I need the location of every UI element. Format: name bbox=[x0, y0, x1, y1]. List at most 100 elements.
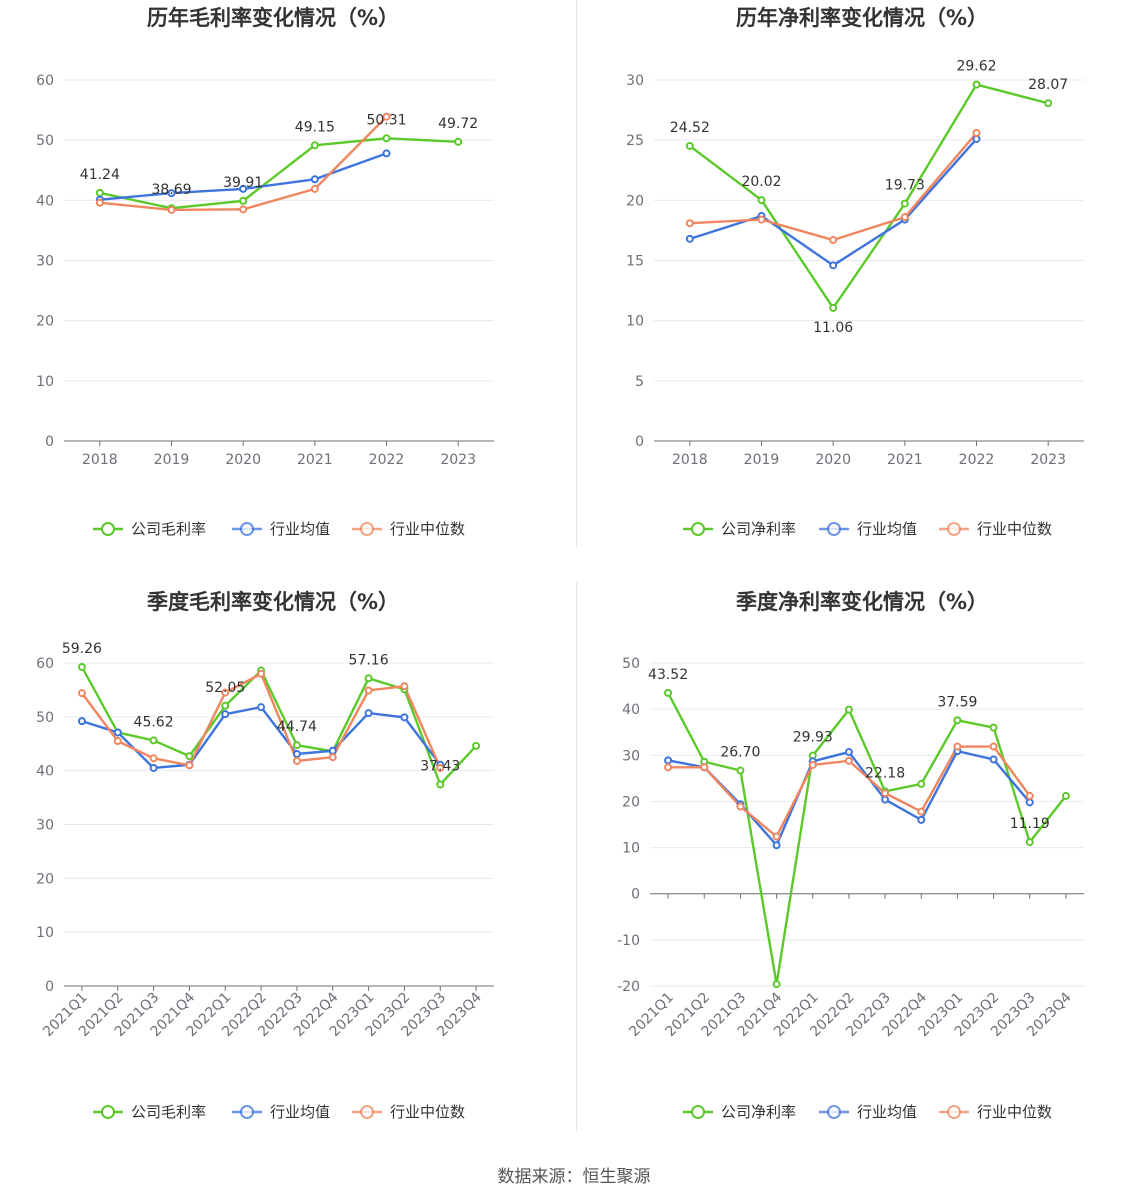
data-point[interactable] bbox=[77, 689, 86, 698]
legend-label: 行业均值 bbox=[270, 520, 330, 538]
data-point[interactable] bbox=[221, 710, 230, 719]
legend-label: 行业中位数 bbox=[977, 1103, 1052, 1121]
data-point[interactable] bbox=[95, 188, 104, 197]
data-point[interactable] bbox=[436, 780, 445, 789]
data-point[interactable] bbox=[1061, 791, 1070, 800]
data-point[interactable] bbox=[185, 752, 194, 761]
data-point[interactable] bbox=[149, 754, 158, 763]
data-point[interactable] bbox=[989, 742, 998, 751]
data-point[interactable] bbox=[328, 753, 337, 762]
legend-item[interactable]: 行业中位数 bbox=[939, 1103, 1052, 1121]
data-point[interactable] bbox=[829, 236, 838, 245]
data-point[interactable] bbox=[310, 141, 319, 150]
data-point[interactable] bbox=[292, 749, 301, 758]
data-point[interactable] bbox=[149, 736, 158, 745]
data-point[interactable] bbox=[167, 189, 176, 198]
data-point[interactable] bbox=[664, 688, 673, 697]
data-point[interactable] bbox=[328, 746, 337, 755]
data-point[interactable] bbox=[736, 802, 745, 811]
data-point[interactable] bbox=[917, 815, 926, 824]
y-tick-label: 25 bbox=[626, 133, 644, 149]
data-point[interactable] bbox=[77, 717, 86, 726]
data-point[interactable] bbox=[844, 748, 853, 757]
data-point[interactable] bbox=[400, 682, 409, 691]
data-point[interactable] bbox=[364, 674, 373, 683]
data-point[interactable] bbox=[113, 728, 122, 737]
data-point[interactable] bbox=[382, 112, 391, 121]
data-point[interactable] bbox=[900, 213, 909, 222]
data-point[interactable] bbox=[989, 755, 998, 764]
data-point[interactable] bbox=[685, 141, 694, 150]
data-point[interactable] bbox=[364, 709, 373, 718]
data-point[interactable] bbox=[844, 705, 853, 714]
legend-item[interactable]: 行业中位数 bbox=[352, 520, 465, 538]
legend-item[interactable]: 公司净利率 bbox=[683, 1103, 796, 1121]
data-point[interactable] bbox=[953, 716, 962, 725]
data-label: 49.72 bbox=[438, 116, 478, 132]
data-point[interactable] bbox=[221, 701, 230, 710]
data-point[interactable] bbox=[808, 760, 817, 769]
data-point[interactable] bbox=[185, 761, 194, 770]
data-point[interactable] bbox=[1025, 798, 1034, 807]
data-point[interactable] bbox=[382, 134, 391, 143]
legend-item[interactable]: 行业均值 bbox=[819, 1103, 917, 1121]
data-point[interactable] bbox=[239, 196, 248, 205]
data-point[interactable] bbox=[472, 741, 481, 750]
y-tick-label: 10 bbox=[36, 925, 54, 941]
data-point[interactable] bbox=[772, 832, 781, 841]
data-point[interactable] bbox=[77, 662, 86, 671]
data-point[interactable] bbox=[113, 737, 122, 746]
data-point[interactable] bbox=[664, 763, 673, 772]
data-point[interactable] bbox=[400, 713, 409, 722]
data-point[interactable] bbox=[382, 149, 391, 158]
y-tick-label: 10 bbox=[626, 314, 644, 330]
data-point[interactable] bbox=[757, 196, 766, 205]
legend-item[interactable]: 行业均值 bbox=[819, 520, 917, 538]
data-point[interactable] bbox=[685, 234, 694, 243]
data-point[interactable] bbox=[881, 789, 890, 798]
data-point[interactable] bbox=[829, 261, 838, 270]
data-point[interactable] bbox=[436, 763, 445, 772]
data-point[interactable] bbox=[772, 980, 781, 989]
data-point[interactable] bbox=[736, 766, 745, 775]
legend-item[interactable]: 行业中位数 bbox=[352, 1103, 465, 1121]
data-point[interactable] bbox=[772, 841, 781, 850]
data-point[interactable] bbox=[221, 688, 230, 697]
data-point[interactable] bbox=[257, 703, 266, 712]
data-point[interactable] bbox=[149, 763, 158, 772]
data-point[interactable] bbox=[700, 763, 709, 772]
data-point[interactable] bbox=[972, 80, 981, 89]
data-point[interactable] bbox=[310, 175, 319, 184]
data-point[interactable] bbox=[1025, 838, 1034, 847]
data-point[interactable] bbox=[953, 742, 962, 751]
data-point[interactable] bbox=[844, 756, 853, 765]
data-point[interactable] bbox=[257, 669, 266, 678]
data-point[interactable] bbox=[364, 686, 373, 695]
data-point[interactable] bbox=[881, 795, 890, 804]
data-point[interactable] bbox=[972, 128, 981, 137]
legend-item[interactable]: 公司毛利率 bbox=[93, 520, 206, 538]
data-point[interactable] bbox=[292, 741, 301, 750]
legend-item[interactable]: 公司净利率 bbox=[683, 520, 796, 538]
data-point[interactable] bbox=[454, 137, 463, 146]
data-point[interactable] bbox=[664, 756, 673, 765]
data-point[interactable] bbox=[989, 723, 998, 732]
data-point[interactable] bbox=[95, 198, 104, 207]
data-point[interactable] bbox=[167, 205, 176, 214]
data-point[interactable] bbox=[917, 779, 926, 788]
legend-item[interactable]: 公司毛利率 bbox=[93, 1103, 206, 1121]
data-point[interactable] bbox=[900, 199, 909, 208]
data-point[interactable] bbox=[1044, 99, 1053, 108]
legend-item[interactable]: 行业均值 bbox=[232, 1103, 330, 1121]
data-point[interactable] bbox=[292, 756, 301, 765]
data-point[interactable] bbox=[917, 807, 926, 816]
data-point[interactable] bbox=[310, 184, 319, 193]
data-point[interactable] bbox=[757, 215, 766, 224]
data-point[interactable] bbox=[829, 303, 838, 312]
data-point[interactable] bbox=[685, 219, 694, 228]
data-point[interactable] bbox=[239, 184, 248, 193]
legend-item[interactable]: 行业均值 bbox=[232, 520, 330, 538]
legend-item[interactable]: 行业中位数 bbox=[939, 520, 1052, 538]
data-point[interactable] bbox=[1025, 791, 1034, 800]
data-point[interactable] bbox=[239, 205, 248, 214]
